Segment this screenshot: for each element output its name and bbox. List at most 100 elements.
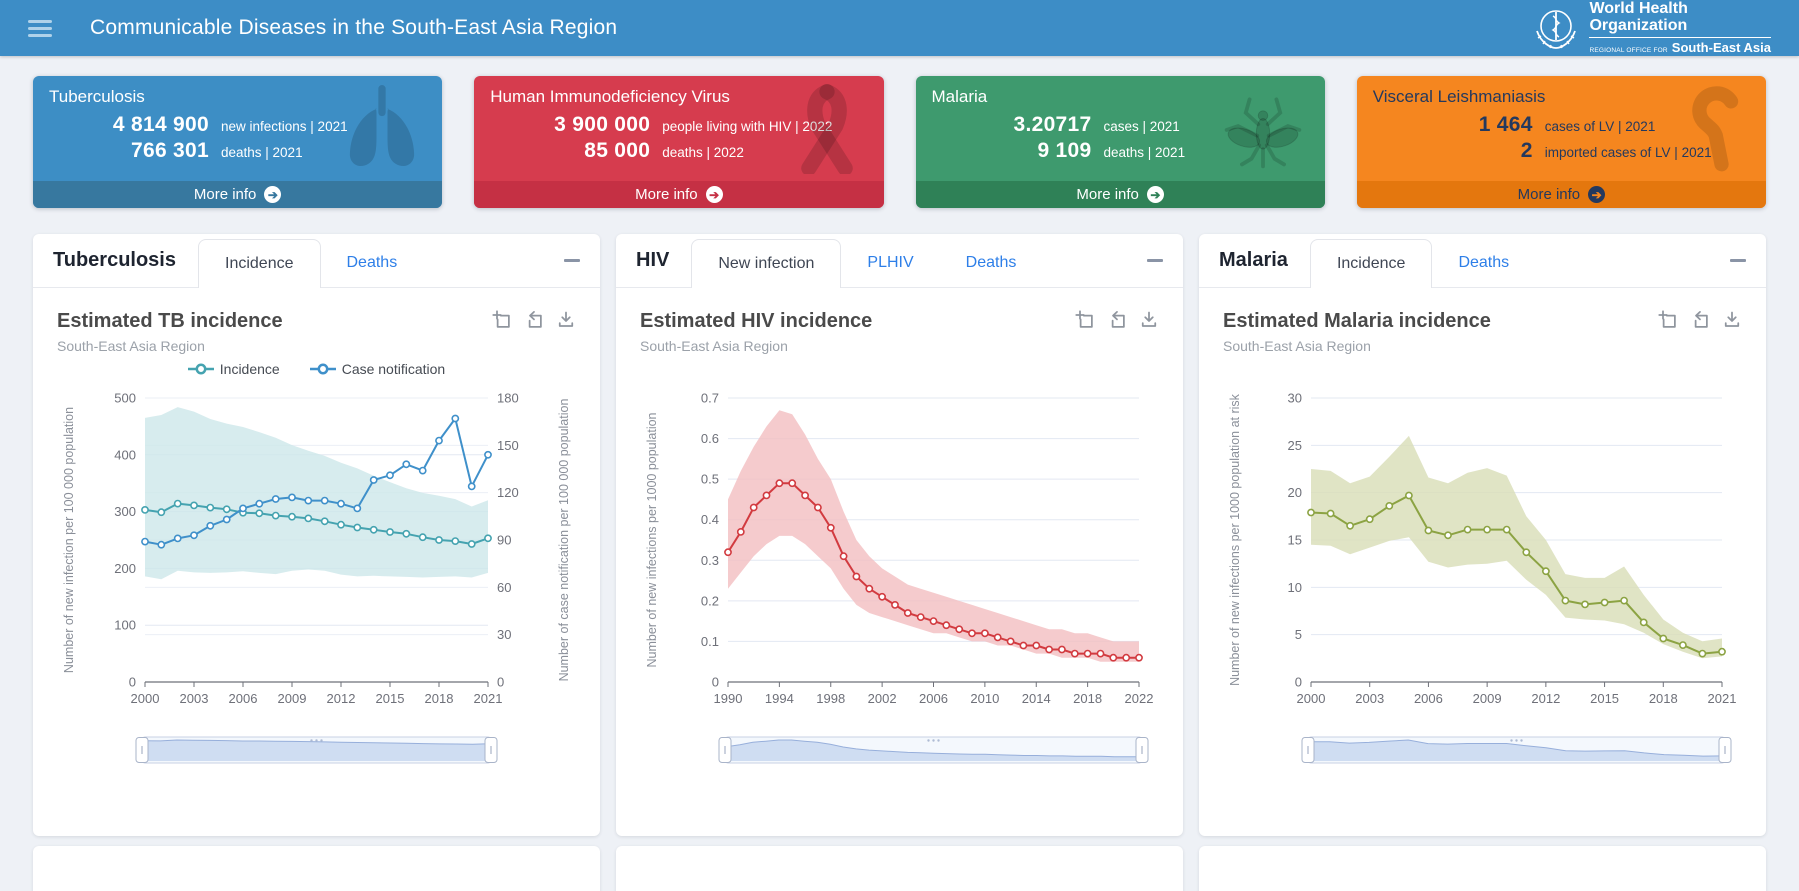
- svg-text:1994: 1994: [765, 691, 794, 706]
- chart-subtitle: South-East Asia Region: [1223, 338, 1371, 354]
- chart-subtitle: South-East Asia Region: [640, 338, 788, 354]
- more-info-button[interactable]: More info ➔: [915, 181, 1325, 208]
- svg-text:2000: 2000: [131, 691, 160, 706]
- panel-tuberculosis: Tuberculosis Incidence Deaths Estimated …: [33, 234, 600, 836]
- svg-text:2009: 2009: [278, 691, 307, 706]
- svg-text:2006: 2006: [1414, 691, 1443, 706]
- panel-title-tuberculosis: Tuberculosis: [53, 249, 176, 271]
- tab-malaria-deaths[interactable]: Deaths: [1458, 254, 1510, 271]
- card-title: Tuberculosis: [49, 87, 145, 106]
- save-as-image-icon[interactable]: [1722, 310, 1742, 330]
- more-info-label: More info: [635, 186, 698, 203]
- card-title: Human Immunodeficiency Virus: [490, 87, 730, 106]
- card-title: Malaria: [931, 87, 988, 106]
- stat-label: deaths | 2022: [662, 145, 744, 160]
- svg-text:2003: 2003: [180, 691, 209, 706]
- lungs-icon: [350, 84, 415, 166]
- svg-text:Number of case notification pe: Number of case notification per 100 000 …: [557, 399, 571, 682]
- hiv-incidence-chart[interactable]: 1990 1994 1998 2002 2006 2010 2014 2018 2022 0 0.1…: [640, 384, 1159, 724]
- svg-text:150: 150: [497, 438, 519, 453]
- svg-text:0.5: 0.5: [701, 472, 719, 487]
- save-as-image-icon[interactable]: [556, 310, 576, 330]
- svg-text:10: 10: [1288, 580, 1302, 595]
- svg-text:2014: 2014: [1022, 691, 1051, 706]
- tb-incidence-chart[interactable]: 2000 2003 2006 2009 2012 2015 2018 202101002003…: [57, 384, 576, 724]
- panel-malaria: Malaria Incidence Deaths Estimated Malar…: [1199, 234, 1766, 836]
- legend-label: Case notification: [341, 361, 446, 377]
- svg-text:0.4: 0.4: [701, 512, 719, 527]
- stat-value: 766 301: [130, 139, 209, 162]
- tab-hiv-new-infection[interactable]: New infection: [691, 239, 842, 288]
- minimize-button[interactable]: [1147, 259, 1163, 262]
- stat-label: people living with HIV | 2022: [662, 119, 833, 134]
- tb-chart-range-slider[interactable]: [135, 736, 498, 764]
- chart-title: Estimated TB incidence: [57, 310, 283, 332]
- tab-hiv-plhiv[interactable]: PLHIV: [867, 254, 914, 271]
- malaria-incidence-chart[interactable]: 2000 2003 2006 2009 2012 2015 2018 2021 0 5 10 15 20…: [1223, 384, 1742, 724]
- chart-subtitle: South-East Asia Region: [57, 338, 205, 354]
- legend-item-incidence[interactable]: Incidence: [187, 361, 280, 377]
- card-title: Visceral Leishmaniasis: [1372, 87, 1546, 106]
- arrow-right-icon: ➔: [264, 186, 282, 203]
- awareness-ribbon-icon: [800, 83, 853, 174]
- more-info-button[interactable]: More info ➔: [474, 181, 884, 208]
- chart-toolbox: [492, 310, 576, 330]
- stat-label: deaths | 2021: [1103, 145, 1186, 160]
- svg-text:500: 500: [114, 391, 136, 406]
- svg-text:0.2: 0.2: [701, 593, 719, 608]
- legend-marker-icon: [187, 363, 214, 375]
- svg-text:100: 100: [114, 618, 136, 633]
- more-info-button[interactable]: More info ➔: [33, 181, 443, 208]
- disease-card-visceral-leishmaniasis: Visceral Leishmaniasis 1 464 cases of LV…: [1356, 76, 1766, 208]
- malaria-chart-range-slider[interactable]: [1301, 736, 1732, 764]
- svg-text:1998: 1998: [816, 691, 845, 706]
- restore-icon[interactable]: [1107, 310, 1127, 330]
- stat-label: deaths | 2021: [221, 145, 303, 160]
- restore-icon[interactable]: [1690, 310, 1710, 330]
- stat-label: cases | 2021: [1103, 119, 1180, 134]
- disease-summary-cards: Tuberculosis 4 814 900 new infections | …: [33, 76, 1766, 208]
- hiv-chart-range-slider[interactable]: [718, 736, 1149, 764]
- disease-card-hiv: Human Immunodeficiency Virus 3 900 000 p…: [474, 76, 884, 208]
- legend-label: Incidence: [219, 361, 280, 377]
- svg-text:25: 25: [1288, 438, 1302, 453]
- svg-text:180: 180: [497, 391, 519, 406]
- svg-text:60: 60: [497, 580, 511, 595]
- next-panel: [616, 846, 1183, 891]
- data-zoom-select-icon[interactable]: [1075, 310, 1095, 330]
- svg-text:400: 400: [114, 447, 136, 462]
- svg-text:2018: 2018: [425, 691, 454, 706]
- chart-panels: Tuberculosis Incidence Deaths Estimated …: [33, 234, 1766, 836]
- svg-text:Number of new infections per 1: Number of new infections per 1000 popula…: [645, 412, 659, 667]
- svg-text:20: 20: [1288, 485, 1302, 500]
- legend-item-case-notification[interactable]: Case notification: [309, 361, 446, 377]
- svg-text:0.6: 0.6: [701, 431, 719, 446]
- svg-text:2015: 2015: [376, 691, 405, 706]
- svg-text:2012: 2012: [1531, 691, 1560, 706]
- minimize-button[interactable]: [1730, 259, 1746, 262]
- more-info-button[interactable]: More info ➔: [1356, 181, 1766, 208]
- svg-text:0.7: 0.7: [701, 391, 719, 406]
- tab-malaria-incidence[interactable]: Incidence: [1309, 239, 1433, 288]
- tab-tb-deaths[interactable]: Deaths: [346, 254, 398, 271]
- tab-hiv-deaths[interactable]: Deaths: [965, 254, 1017, 271]
- svg-text:2010: 2010: [970, 691, 999, 706]
- save-as-image-icon[interactable]: [1139, 310, 1159, 330]
- data-zoom-select-icon[interactable]: [1658, 310, 1678, 330]
- chart-legend: Incidence Case notification: [57, 354, 576, 384]
- more-info-label: More info: [1076, 186, 1139, 203]
- minimize-button[interactable]: [564, 259, 580, 262]
- svg-text:Number of new infections per 1: Number of new infections per 1000 popula…: [1228, 393, 1242, 686]
- stat-value: 4 814 900: [112, 113, 209, 136]
- svg-text:2015: 2015: [1590, 691, 1619, 706]
- app-header: Communicable Diseases in the South-East …: [0, 0, 1799, 56]
- tab-tb-incidence[interactable]: Incidence: [198, 239, 321, 288]
- svg-text:2022: 2022: [1125, 691, 1154, 706]
- stat-value: 2: [1520, 139, 1533, 162]
- svg-text:2012: 2012: [327, 691, 356, 706]
- data-zoom-select-icon[interactable]: [492, 310, 512, 330]
- hamburger-menu-icon[interactable]: [28, 16, 52, 41]
- restore-icon[interactable]: [524, 310, 544, 330]
- svg-text:2021: 2021: [474, 691, 503, 706]
- who-org-name-line1: World Health: [1589, 0, 1688, 18]
